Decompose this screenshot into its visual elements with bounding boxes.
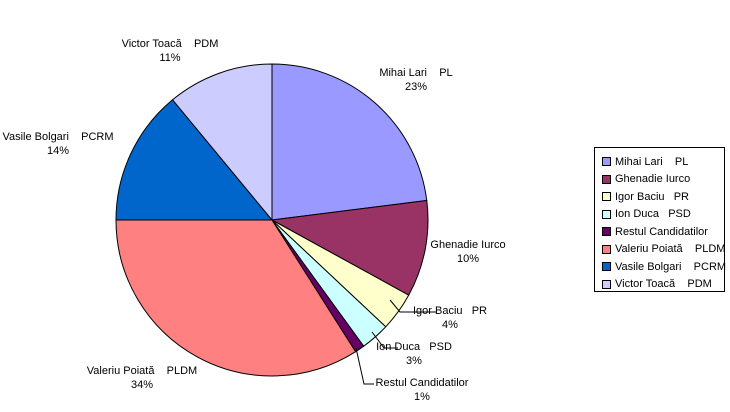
legend-item: Valeriu Poiată PLDM (602, 241, 726, 259)
slice-label-name: Vasile Bolgari PCRM (2, 131, 113, 143)
legend-swatch (602, 262, 611, 272)
slice-label-percent: 14% (47, 145, 69, 157)
slice-label-percent: 4% (442, 319, 458, 331)
slice-label-name: Ghenadie Iurco (430, 239, 505, 251)
legend-label: Igor Baciu PR (615, 190, 689, 203)
pie-slices (115, 63, 429, 377)
pie-slice (115, 219, 357, 377)
legend-label: Valeriu Poiată PLDM (615, 243, 726, 256)
legend-item: Igor Baciu PR (602, 188, 724, 206)
slice-label-name: Victor Toacă PDM (122, 38, 219, 50)
legend-item: Vasile Bolgari PCRM (602, 258, 727, 276)
pie-slice (171, 63, 273, 222)
slice-label-percent: 23% (405, 81, 427, 93)
legend-item: Ghenadie Iurco (602, 171, 724, 189)
leader-line (355, 347, 374, 385)
slice-label-percent: 3% (406, 355, 422, 367)
slice-label-percent: 1% (414, 391, 430, 403)
legend-label: Ion Duca PSD (615, 208, 691, 221)
pie-slice (115, 99, 274, 221)
legend-label: Vasile Bolgari PCRM (615, 260, 727, 273)
legend-label: Victor Toacă PDM (615, 278, 712, 291)
slice-label-percent: 10% (457, 253, 479, 265)
pie-slice (270, 199, 429, 296)
pie-slice (271, 63, 428, 221)
slice-labels: Mihai Lari PL 23% Ghenadie Iurco 10% Igor Ba… (2, 38, 505, 403)
leader-line (371, 331, 398, 349)
legend-item: Ion Duca PSD (602, 206, 724, 224)
legend-swatch (602, 192, 611, 202)
legend-swatch (602, 244, 611, 254)
legend-label: Ghenadie Iurco (615, 173, 691, 186)
slice-label-percent: 11% (159, 52, 180, 64)
legend-swatch (602, 174, 611, 184)
slice-label-name: Valeriu Poiată PLDM (87, 365, 197, 377)
legend-item: Restul Candidatilor (602, 223, 724, 241)
slice-label-name: Ion Duca PSD (376, 341, 452, 353)
legend-swatch (602, 279, 611, 289)
slice-label-name: Igor Baciu PR (413, 305, 487, 317)
slice-label-name: Restul Candidatilor (376, 377, 469, 389)
legend-label: Mihai Lari PL (615, 155, 689, 168)
slice-label-percent: 34% (131, 379, 153, 391)
legend-item: Mihai Lari PL (602, 153, 724, 171)
slice-label-name: Mihai Lari PL (379, 67, 452, 79)
leader-lines (355, 299, 436, 385)
legend-label: Restul Candidatilor (615, 225, 708, 238)
leader-line (389, 299, 436, 313)
legend-swatch (602, 227, 611, 237)
legend-swatch (602, 157, 611, 167)
legend: Mihai Lari PL Ghenadie Iurco Igor Baciu PR… (594, 147, 727, 294)
legend-swatch (602, 209, 611, 219)
legend-item: Victor Toacă PDM (602, 276, 724, 294)
legend-list: Mihai Lari PL Ghenadie Iurco Igor Baciu PR… (602, 153, 727, 294)
